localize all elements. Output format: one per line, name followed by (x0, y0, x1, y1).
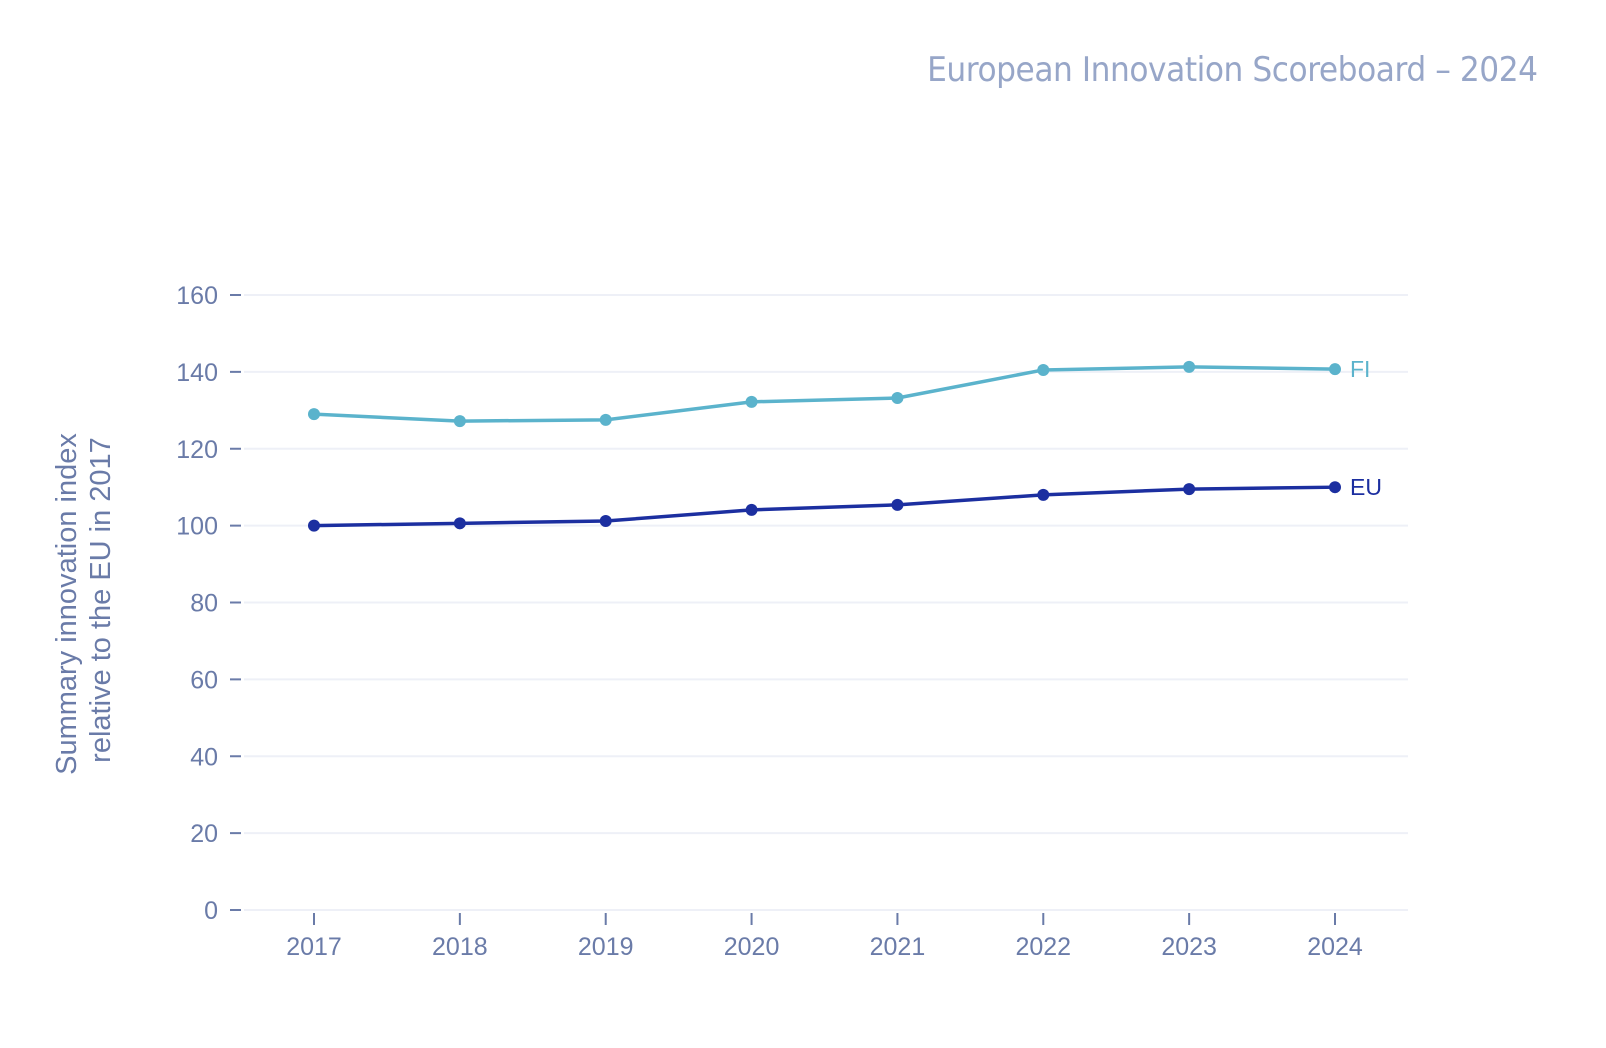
y-tick-label: 60 (190, 666, 218, 694)
series-group: FI EU (308, 356, 1382, 532)
y-axis: 0 20 40 60 80 100 120 140 160 (176, 282, 241, 925)
y-tick-label: 140 (176, 359, 218, 387)
x-tick-label: 2023 (1161, 933, 1217, 961)
series-label-eu: EU (1350, 474, 1382, 500)
data-point-eu[interactable] (745, 503, 758, 516)
y-tick-label: 0 (204, 897, 218, 925)
y-tick-label: 100 (176, 513, 218, 541)
x-tick-label: 2018 (432, 933, 488, 961)
x-tick-label: 2021 (870, 933, 926, 961)
series-line-fi (313, 365, 1336, 423)
data-point-eu[interactable] (453, 517, 466, 530)
data-point-fi[interactable] (1329, 363, 1341, 376)
y-tick-label: 20 (190, 820, 218, 848)
x-tick-label: 2017 (286, 933, 342, 961)
data-point-eu[interactable] (308, 519, 320, 532)
x-tick-label: 2022 (1015, 933, 1071, 961)
series-label-fi: FI (1350, 356, 1370, 382)
data-point-fi[interactable] (599, 413, 612, 426)
data-point-fi[interactable] (1183, 360, 1196, 373)
y-tick-label: 40 (190, 743, 218, 771)
gridlines (244, 294, 1408, 911)
y-axis-title-line-2: relative to the EU in 2017 (85, 437, 117, 763)
y-axis-title-line-1: Summary innovation index (51, 433, 83, 775)
data-point-eu[interactable] (1329, 481, 1341, 494)
data-point-fi[interactable] (745, 395, 758, 408)
x-tick-label: 2019 (578, 933, 634, 961)
data-point-eu[interactable] (1037, 488, 1050, 501)
x-tick-label: 2020 (724, 933, 780, 961)
data-point-fi[interactable] (453, 415, 466, 428)
y-tick-label: 160 (176, 282, 218, 310)
data-point-fi[interactable] (1037, 363, 1050, 376)
y-tick-label: 120 (176, 436, 218, 464)
series-eu: EU (308, 474, 1382, 532)
y-axis-title: Summary innovation index relative to the… (51, 425, 117, 775)
data-point-eu[interactable] (599, 515, 612, 528)
series-line-eu (313, 485, 1336, 528)
data-point-fi[interactable] (308, 408, 320, 421)
series-fi: FI (308, 356, 1370, 428)
data-point-eu[interactable] (891, 498, 904, 511)
data-point-fi[interactable] (891, 392, 904, 405)
chart-title: European Innovation Scoreboard – 2024 (927, 50, 1538, 90)
data-point-eu[interactable] (1183, 483, 1196, 496)
x-axis: 2017 2018 2019 2020 2021 2022 2023 2024 (286, 913, 1363, 961)
x-tick-label: 2024 (1307, 933, 1363, 961)
y-tick-label: 80 (190, 590, 218, 618)
